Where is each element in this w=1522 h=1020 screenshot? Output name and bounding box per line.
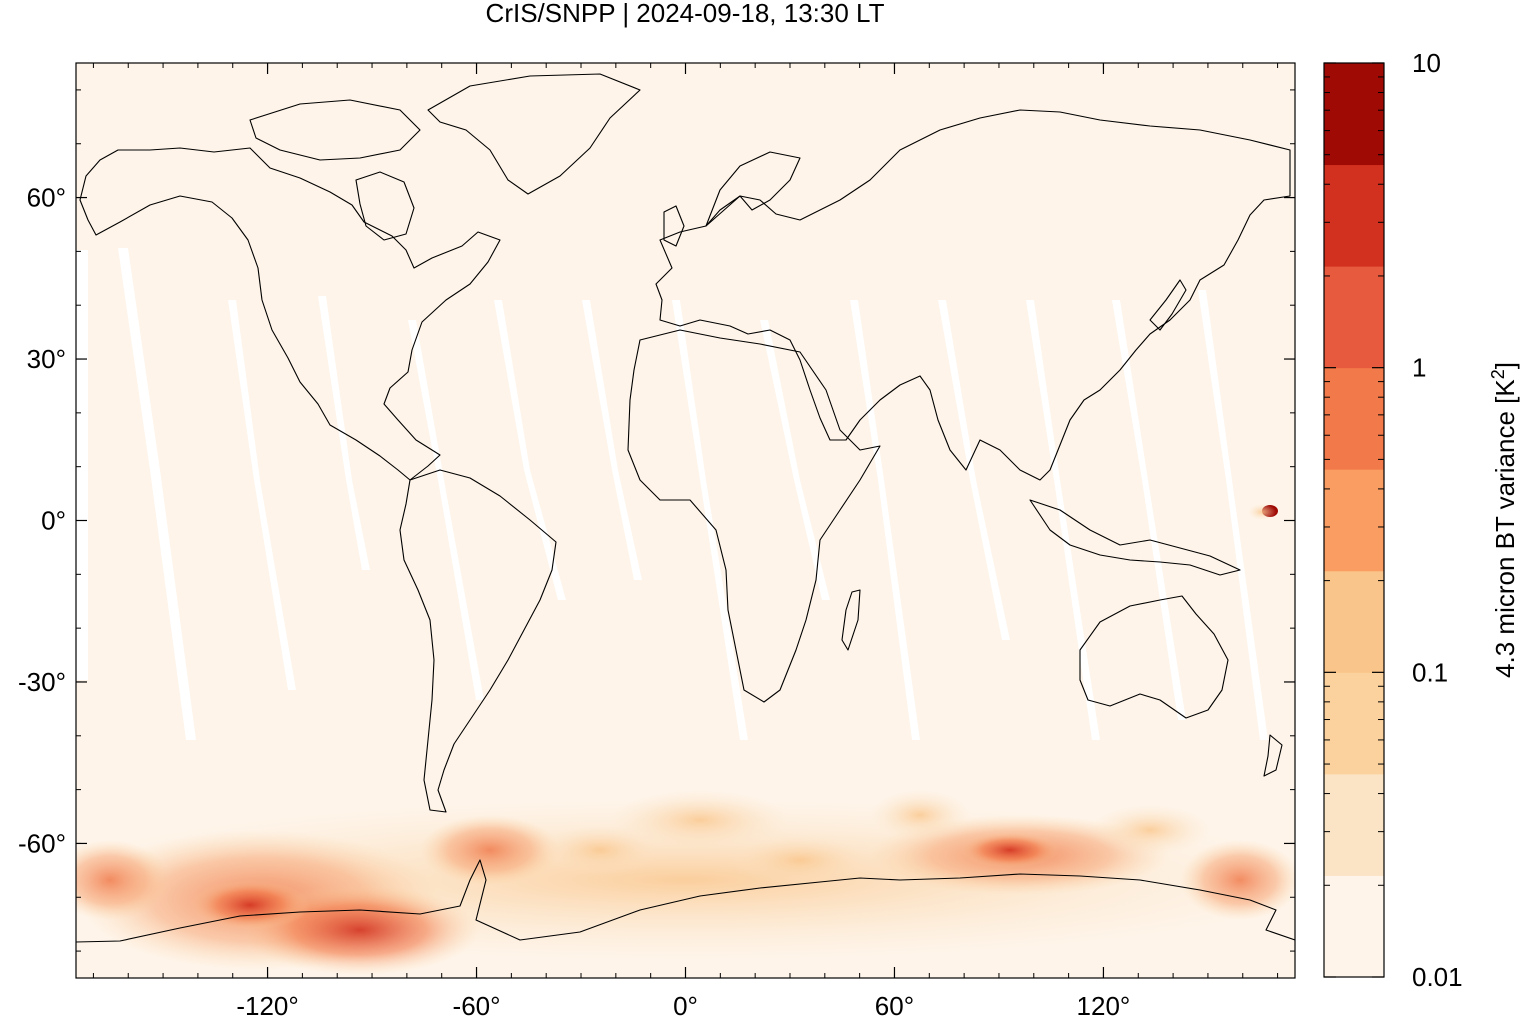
colorbar-swatch xyxy=(1324,266,1384,369)
coastline-hudson-bay xyxy=(355,171,415,241)
y-tick-label: 30° xyxy=(27,344,66,374)
variance-region xyxy=(540,825,660,875)
variance-region xyxy=(1180,840,1295,920)
colorbar-swatch xyxy=(1324,672,1384,775)
x-tick-label: -60° xyxy=(453,991,501,1020)
swath-gap xyxy=(850,300,920,740)
x-tick-label: 60° xyxy=(875,991,914,1020)
colorbar-label: 4.3 micron BT variance [K2] xyxy=(1488,362,1520,678)
coastline-australia xyxy=(1079,595,1229,719)
y-tick-label: 60° xyxy=(27,183,66,213)
coastline-canada-islands xyxy=(249,99,421,161)
colorbar-swatch xyxy=(1324,164,1384,267)
plot-area xyxy=(76,63,1295,978)
swath-gap xyxy=(760,320,830,600)
swath-gap xyxy=(938,300,1010,640)
swath-gap xyxy=(228,300,296,690)
coastline-uk xyxy=(663,205,685,247)
swath-gap xyxy=(672,300,748,740)
variance-fields xyxy=(76,504,1295,975)
variance-region xyxy=(76,840,170,920)
colorbar-tick-label: 10 xyxy=(1412,48,1441,78)
coastline-antarctica xyxy=(76,859,1295,943)
colorbar-swatch xyxy=(1324,570,1384,673)
swath-gap xyxy=(118,248,196,740)
swath-gap xyxy=(494,300,566,600)
x-tick-label: 0° xyxy=(673,991,698,1020)
coastline-africa xyxy=(627,329,881,703)
x-axis: -120° -60° 0° 60° 120° xyxy=(92,63,1279,1020)
swath-gap xyxy=(1198,290,1268,740)
swath-gap xyxy=(1112,300,1186,720)
coastline-eurasia xyxy=(655,109,1291,481)
colorbar-swatch xyxy=(1324,773,1384,876)
colorbar-swatch xyxy=(1324,63,1384,166)
colorbar: 10 1 0.1 0.01 xyxy=(1323,48,1463,992)
variance-region xyxy=(190,880,310,930)
coastline-new-zealand xyxy=(1263,734,1283,777)
variance-region xyxy=(960,832,1060,868)
swath-gap xyxy=(408,320,484,700)
x-tick-label: 120° xyxy=(1077,991,1131,1020)
swath-gap xyxy=(76,250,88,680)
coastline-north-america xyxy=(79,147,501,481)
y-tick-label: -30° xyxy=(18,667,66,697)
variance-region xyxy=(1090,805,1210,855)
x-tick-label: -120° xyxy=(236,991,298,1020)
y-tick-label: 0° xyxy=(41,506,66,536)
coastlines xyxy=(76,73,1295,943)
variance-region xyxy=(610,790,790,850)
colorbar-swatch xyxy=(1324,875,1384,978)
swath-gap xyxy=(582,300,642,580)
coastline-south-america xyxy=(399,469,557,813)
colorbar-tick-label: 0.1 xyxy=(1412,657,1448,687)
variance-region xyxy=(1248,504,1276,520)
colorbar-tick-label: 0.01 xyxy=(1412,962,1463,992)
colorbar-swatch xyxy=(1324,469,1384,572)
colorbar-frame xyxy=(1323,62,1385,978)
variance-region xyxy=(420,815,560,885)
coastline-greenland xyxy=(427,73,641,195)
coastline-madagascar xyxy=(841,589,861,651)
coastline-scandinavia xyxy=(705,151,801,227)
coastline-maritime-continent xyxy=(1029,499,1241,576)
variance-region xyxy=(730,835,870,885)
chart-title: CrIS/SNPP | 2024-09-18, 13:30 LT xyxy=(486,0,885,28)
variance-region xyxy=(870,790,970,840)
colorbar-swatch xyxy=(1324,367,1384,470)
swath-gap xyxy=(1026,300,1100,740)
y-tick-label: -60° xyxy=(18,828,66,858)
colorbar-tick-label: 1 xyxy=(1412,353,1426,383)
coastline-japan xyxy=(1149,279,1187,331)
y-axis: 60° 30° 0° -30° -60° xyxy=(18,89,1295,952)
